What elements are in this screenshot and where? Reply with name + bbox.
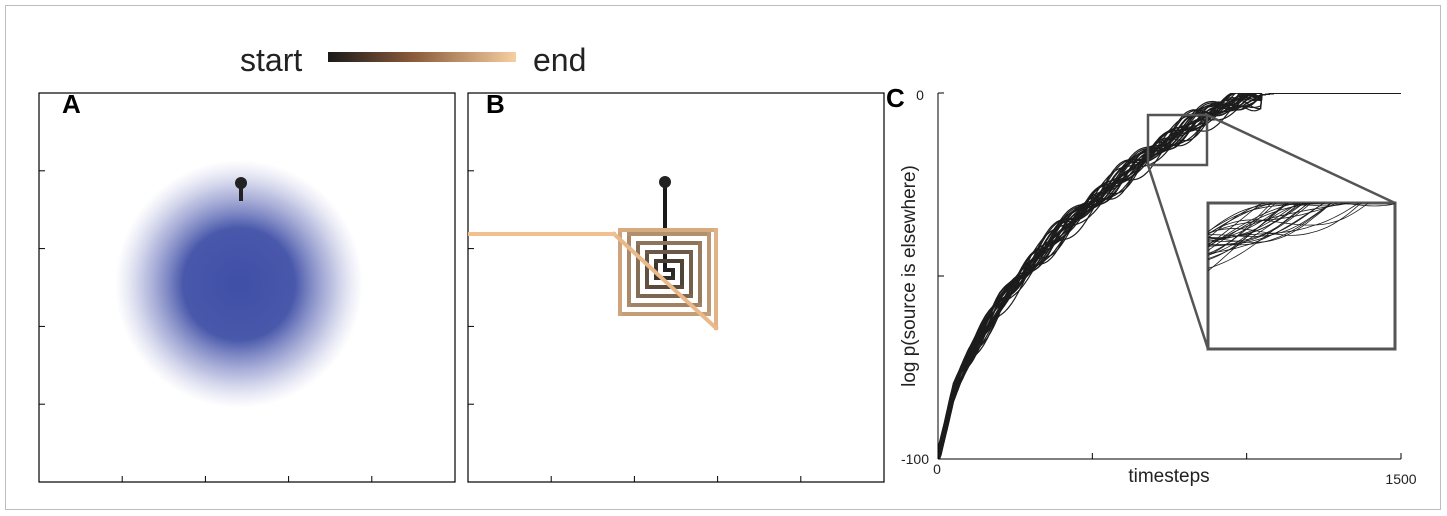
zoom-inset-trace — [1208, 203, 1274, 235]
zoom-inset-trace — [1208, 203, 1273, 256]
panel-c-trace — [938, 93, 1401, 459]
panel-c-trace — [938, 93, 1401, 459]
figure-frame — [5, 5, 1441, 510]
panel-a: A — [38, 89, 456, 483]
panel-c-ticks — [937, 92, 1402, 460]
panel-a-agent-marker — [235, 177, 247, 189]
y-tick-label-bottom: -100 — [901, 451, 929, 467]
legend-gradient-bar — [328, 52, 516, 62]
x-tick-label-left: 0 — [933, 461, 941, 477]
y-tick-label-top: 0 — [916, 87, 924, 103]
panel-b-letter: B — [486, 89, 505, 119]
panel-c: C 0 -100 0 1500 timesteps log p(source i… — [886, 83, 1417, 487]
zoom-inset-trace — [1208, 203, 1320, 232]
panel-a-ticks — [39, 170, 373, 482]
panel-a-probability-blob — [115, 160, 363, 408]
zoom-inset-trace — [1208, 203, 1326, 254]
zoom-inset-trace — [1208, 203, 1360, 245]
y-axis-label: log p(source is elsewhere) — [899, 165, 920, 387]
panel-c-traces — [938, 93, 1401, 459]
panel-b: B — [467, 89, 885, 483]
zoom-connector-top — [1206, 113, 1396, 205]
zoom-inset-trace — [1208, 203, 1333, 246]
panel-c-trace — [938, 93, 1401, 457]
panel-a-letter: A — [62, 89, 81, 119]
x-tick-label-right: 1500 — [1385, 471, 1416, 487]
panel-c-trace — [938, 93, 1401, 459]
panel-c-trace — [938, 93, 1401, 455]
zoom-inset-trace — [1208, 203, 1311, 269]
zoom-inset-trace — [1208, 203, 1312, 246]
panel-b-agent-marker — [659, 176, 671, 188]
legend-end-label: end — [533, 42, 586, 78]
zoom-inset-trace — [1208, 203, 1325, 247]
zoom-inset-trace — [1208, 203, 1289, 242]
color-legend: start end — [240, 42, 586, 78]
panel-b-trajectory-segment — [611, 231, 719, 331]
zoom-inset-trace — [1208, 203, 1332, 243]
zoom-inset-trace — [1208, 203, 1338, 235]
panel-a-frame — [38, 92, 456, 483]
panel-c-letter: C — [886, 83, 905, 113]
zoom-region-box — [1146, 113, 1209, 167]
panel-b-ticks — [468, 170, 802, 482]
legend-start-label: start — [240, 42, 302, 78]
zoom-connector-bottom — [1146, 164, 1210, 350]
panel-c-trace — [938, 93, 1401, 459]
x-axis-label: timesteps — [1128, 466, 1209, 487]
zoom-inset-trace — [1208, 203, 1298, 248]
zoom-inset-trace — [1208, 203, 1289, 256]
zoom-inset-traces — [1208, 203, 1395, 272]
zoom-inset-trace — [1208, 203, 1263, 246]
panel-b-search-trajectory — [468, 182, 719, 331]
zoom-inset-trace — [1208, 203, 1362, 236]
